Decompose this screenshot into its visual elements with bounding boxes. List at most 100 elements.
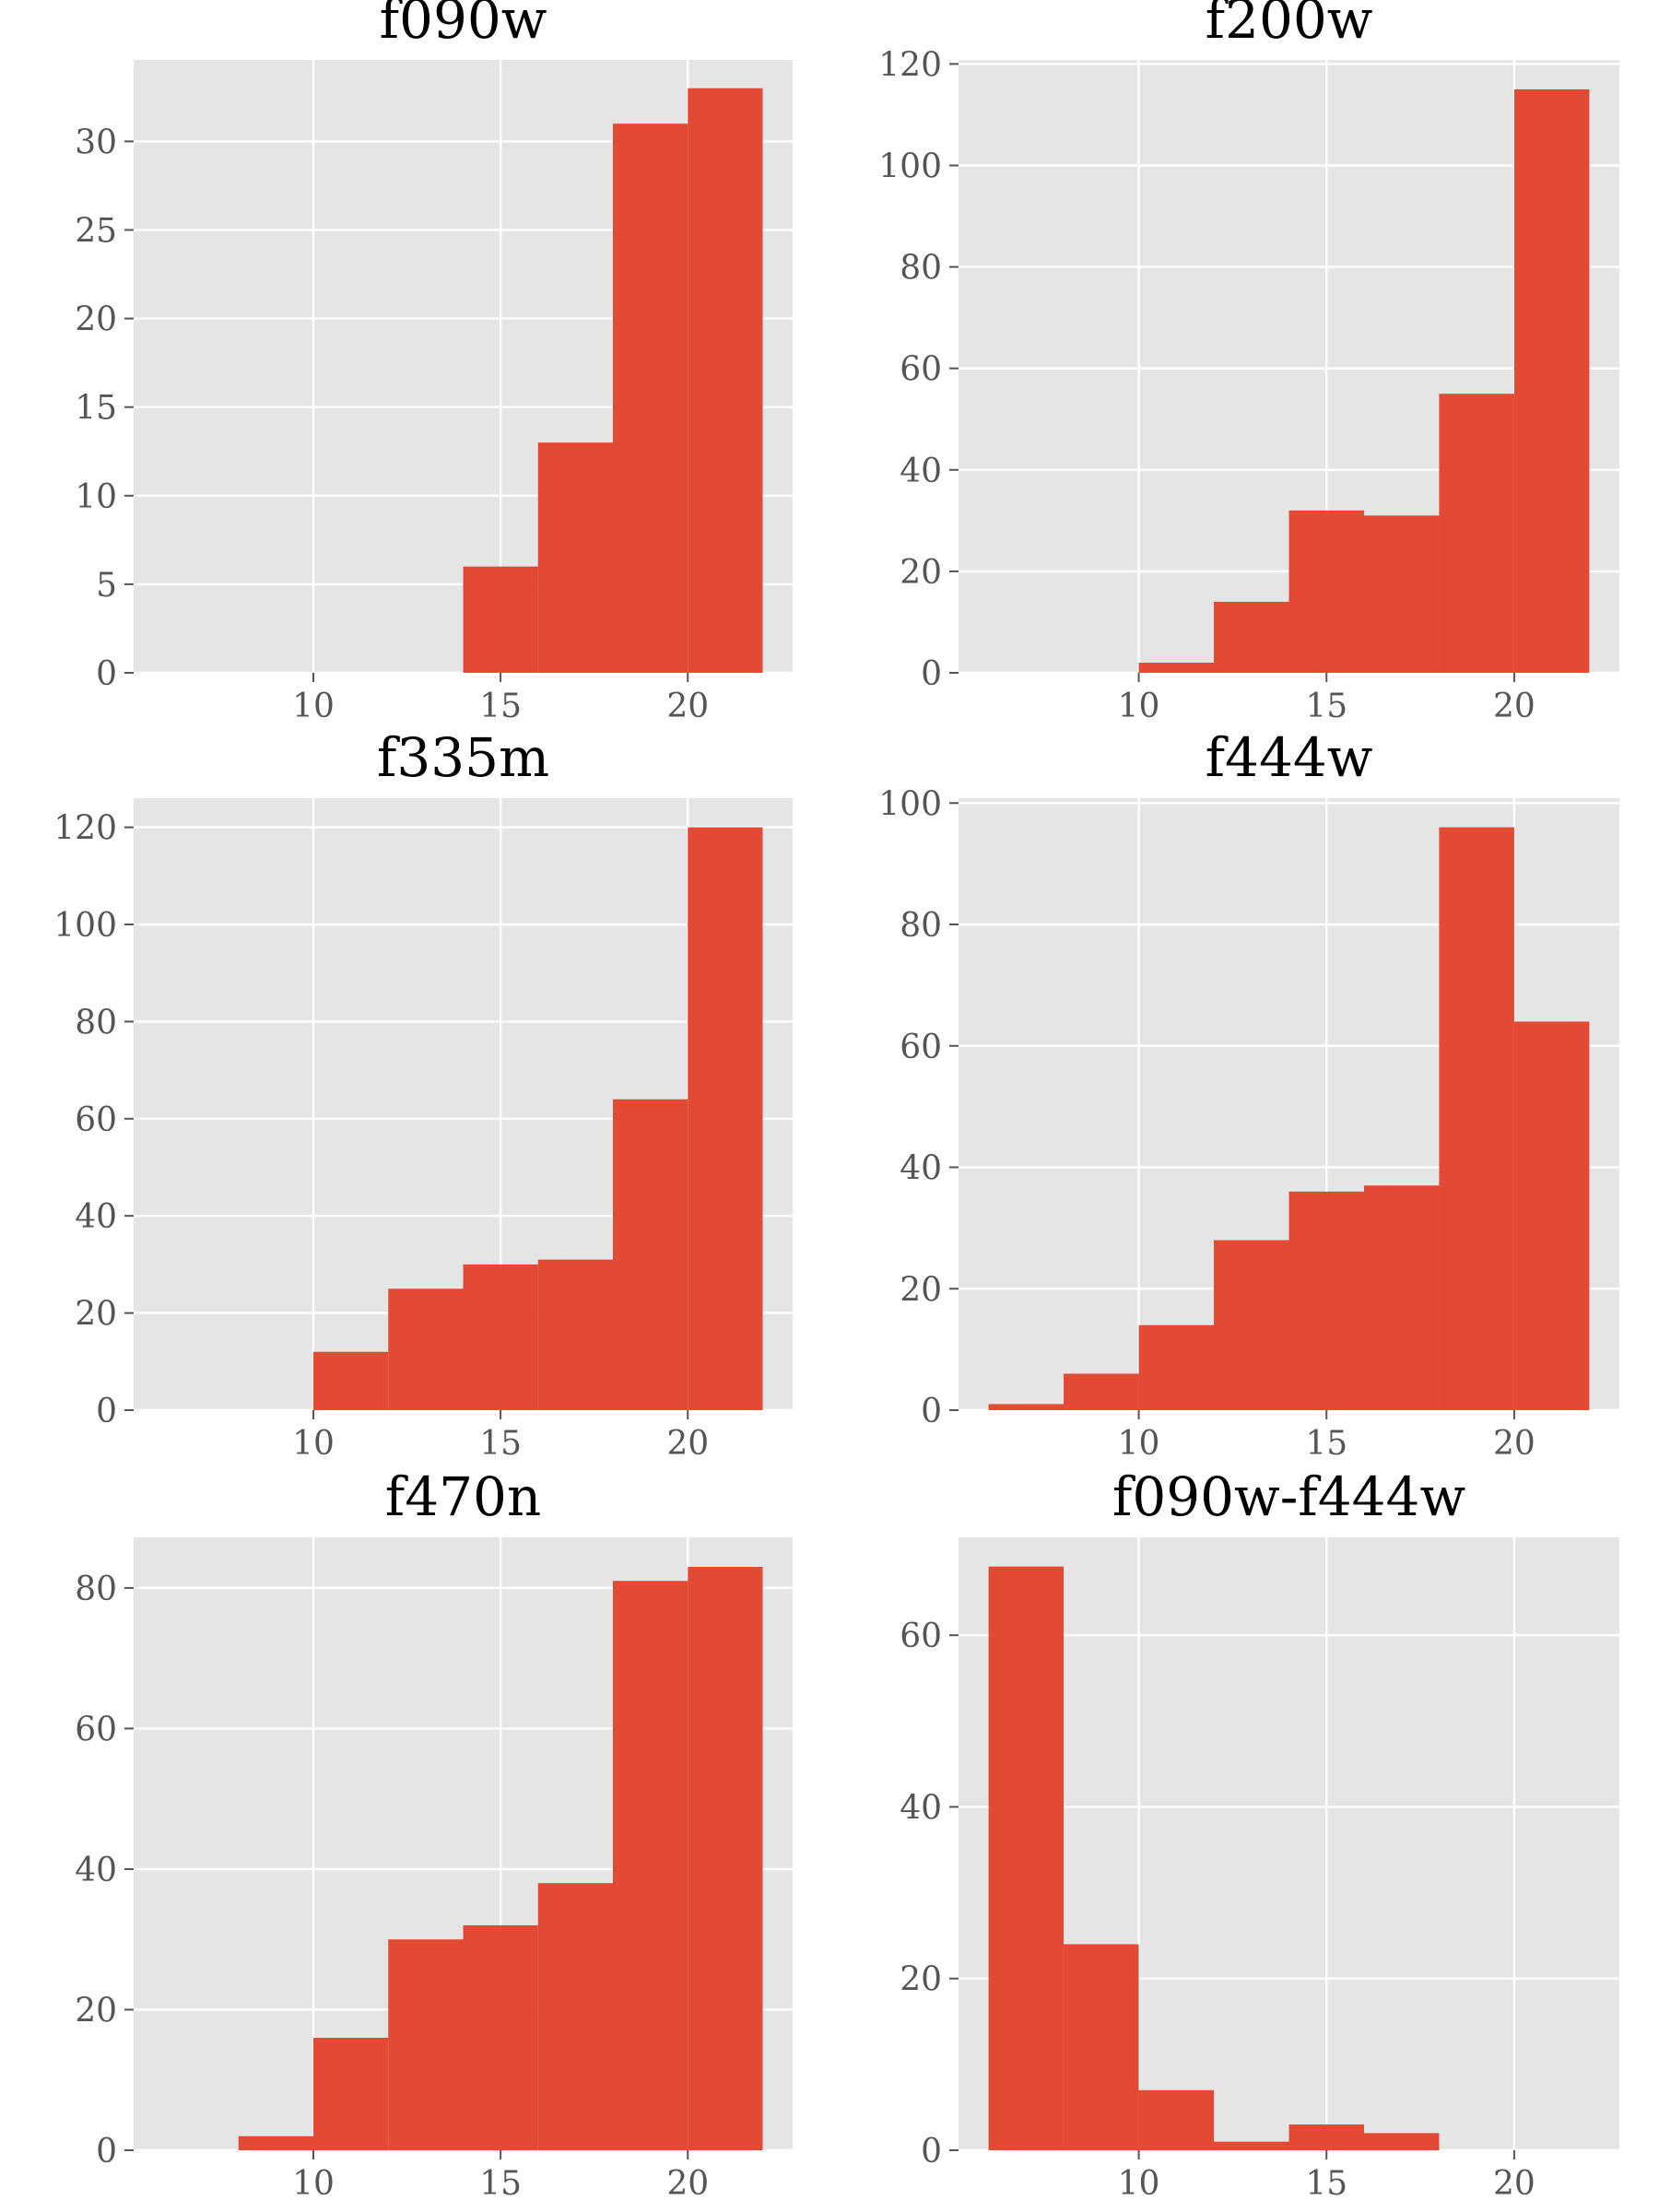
histogram-bar xyxy=(463,1924,538,2150)
chart-panel: 0 20 40 60 80 100 10 15 20 f444w xyxy=(878,726,1619,1463)
histogram-bar xyxy=(988,1404,1065,1410)
y-tick-label: 80 xyxy=(900,250,942,288)
y-tick-label: 60 xyxy=(900,1618,942,1655)
x-tick-label: 10 xyxy=(292,1425,335,1463)
panel-title: f090w xyxy=(380,0,547,51)
histogram-bar xyxy=(1138,2089,1215,2150)
y-tick-label: 80 xyxy=(75,1004,117,1041)
x-tick-label: 15 xyxy=(1305,688,1347,725)
histogram-bar xyxy=(537,1259,613,1410)
y-tick-label: 20 xyxy=(900,1271,942,1309)
histogram-bar xyxy=(388,1939,464,2150)
x-tick-label: 20 xyxy=(1493,2165,1535,2203)
y-tick-label: 40 xyxy=(900,1789,942,1827)
x-tick-label: 15 xyxy=(1305,2165,1347,2203)
chart-panel: 0 20 40 60 80 10 15 20 f470n xyxy=(75,1465,793,2203)
y-tick-label: 0 xyxy=(921,1393,942,1430)
x-tick-label: 10 xyxy=(292,2165,335,2203)
histogram-bar xyxy=(1214,1240,1289,1410)
y-tick-label: 60 xyxy=(900,351,942,389)
histogram-bar xyxy=(1363,515,1440,673)
histogram-bar xyxy=(613,1099,688,1410)
histogram-bar xyxy=(1138,662,1215,673)
histogram-bar xyxy=(1288,1191,1364,1410)
panel-title: f444w xyxy=(1206,726,1373,789)
x-tick-label: 20 xyxy=(1493,1425,1535,1463)
histogram-bar xyxy=(688,88,763,673)
histogram-bar xyxy=(463,1264,538,1410)
x-tick-label: 10 xyxy=(1118,688,1160,725)
y-tick-label: 0 xyxy=(921,2133,942,2171)
y-tick-label: 0 xyxy=(921,655,942,693)
y-tick-label: 40 xyxy=(75,1198,117,1236)
histogram-bar xyxy=(1439,827,1514,1410)
y-tick-label: 20 xyxy=(75,1992,117,2030)
y-tick-label: 100 xyxy=(53,907,117,945)
histogram-bar xyxy=(1439,394,1514,673)
y-tick-label: 80 xyxy=(75,1571,117,1608)
x-tick-label: 15 xyxy=(479,688,522,725)
y-tick-label: 20 xyxy=(900,554,942,592)
chart-panel: 0 20 40 60 10 15 20 f090w-f444w xyxy=(900,1465,1619,2203)
y-tick-label: 0 xyxy=(96,1393,117,1430)
y-tick-label: 40 xyxy=(75,1852,117,1889)
y-tick-label: 100 xyxy=(878,785,942,823)
x-tick-label: 15 xyxy=(1305,1425,1347,1463)
histogram-bar xyxy=(1513,1021,1590,1410)
x-tick-label: 20 xyxy=(666,2165,709,2203)
x-tick-label: 20 xyxy=(1493,688,1535,725)
histogram-bar xyxy=(1138,1324,1215,1410)
y-tick-label: 20 xyxy=(900,1961,942,1999)
panel-title: f200w xyxy=(1206,0,1373,51)
histogram-bar xyxy=(1214,601,1289,673)
panel-title: f470n xyxy=(385,1465,542,1528)
y-tick-label: 60 xyxy=(75,1101,117,1139)
histogram-bar xyxy=(1214,2141,1289,2150)
y-tick-label: 120 xyxy=(878,46,942,84)
histogram-bar xyxy=(463,566,538,673)
panel-title: f335m xyxy=(377,726,549,789)
x-tick-label: 10 xyxy=(292,688,335,725)
y-tick-label: 0 xyxy=(96,655,117,693)
y-tick-label: 100 xyxy=(878,148,942,186)
y-tick-label: 40 xyxy=(900,1150,942,1188)
x-tick-label: 20 xyxy=(666,1425,709,1463)
x-tick-label: 20 xyxy=(666,688,709,725)
histogram-bar xyxy=(988,1566,1065,2150)
chart-panel: 0 5 10 15 20 25 30 10 15 20 f090w xyxy=(75,0,793,725)
y-tick-label: 80 xyxy=(900,907,942,945)
histogram-bar xyxy=(313,1351,389,1410)
y-tick-label: 60 xyxy=(900,1029,942,1066)
chart-panel: 0 20 40 60 80 100 120 10 15 20 f335m xyxy=(53,726,793,1463)
y-tick-label: 25 xyxy=(75,213,117,251)
y-tick-label: 20 xyxy=(75,301,117,339)
histogram-bar xyxy=(1288,2124,1364,2150)
histogram-bar xyxy=(613,124,688,674)
y-tick-label: 20 xyxy=(75,1296,117,1334)
histogram-bar xyxy=(1288,510,1364,673)
y-tick-label: 120 xyxy=(53,810,117,848)
histogram-bar xyxy=(688,1567,763,2150)
histogram-bar xyxy=(613,1581,688,2150)
x-tick-label: 10 xyxy=(1118,2165,1160,2203)
chart-panel: 0 20 40 60 80 100 120 10 15 20 f200w xyxy=(878,0,1619,725)
histogram-bar xyxy=(1363,1185,1440,1410)
y-tick-label: 30 xyxy=(75,124,117,161)
histogram-bar xyxy=(388,1288,464,1410)
histogram-bar xyxy=(688,827,763,1410)
x-tick-label: 15 xyxy=(479,1425,522,1463)
y-tick-label: 10 xyxy=(75,478,117,516)
x-tick-label: 15 xyxy=(479,2165,522,2203)
histogram-bar xyxy=(1363,2133,1440,2150)
histogram-bar xyxy=(537,1883,613,2150)
histogram-bar xyxy=(1513,88,1590,673)
histogram-bar xyxy=(1064,1373,1139,1410)
histogram-bar xyxy=(238,2136,313,2150)
y-tick-label: 0 xyxy=(96,2133,117,2171)
panel-title: f090w-f444w xyxy=(1112,1465,1465,1528)
y-tick-label: 40 xyxy=(900,453,942,490)
histogram-bar xyxy=(313,2037,389,2150)
histogram-bar xyxy=(537,442,613,673)
y-tick-label: 60 xyxy=(75,1711,117,1748)
